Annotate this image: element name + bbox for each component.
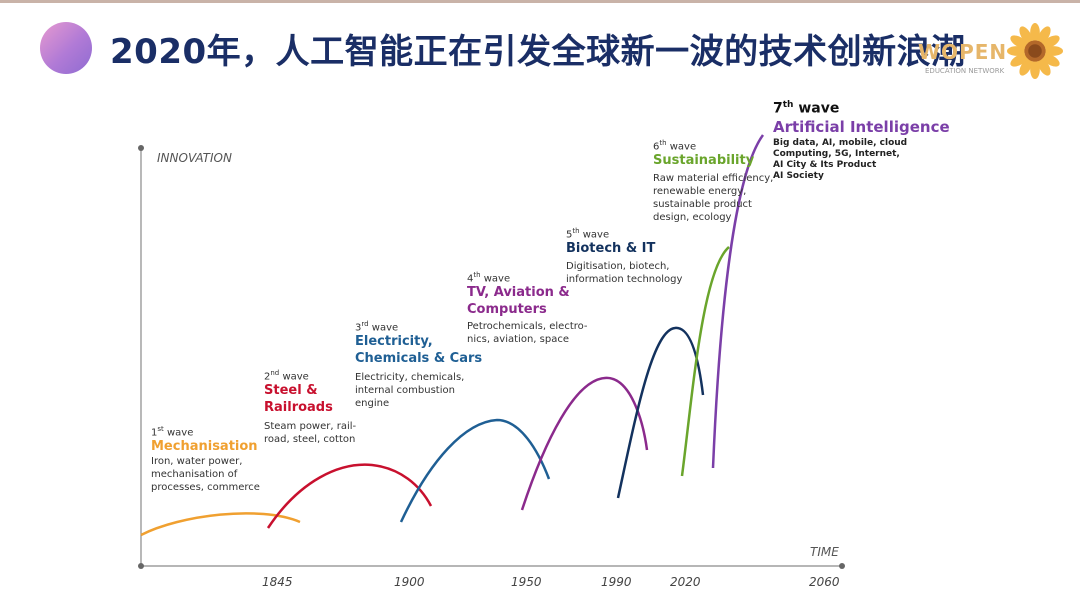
wave-block-7: 7th wave Artificial Intelligence Big dat… [773, 100, 950, 182]
wave-description: Electricity, chemicals, internal combusti… [355, 372, 465, 410]
wave-curve-4 [520, 376, 649, 511]
wave-title: Artificial Intelligence [773, 117, 950, 136]
wave-description: Iron, water power, mechanisation of proces… [151, 456, 260, 494]
wave-title: Sustainability [653, 153, 755, 169]
year-tick-label: 1845 [262, 575, 293, 589]
wave-block-1: 1st wave Mechanisation Iron, water power… [151, 425, 260, 494]
wave-curve-6 [680, 246, 730, 477]
wave-title: Mechanisation [151, 439, 258, 455]
wave-description: Big data, AI, mobile, cloud Computing, 5G… [773, 137, 908, 181]
wave-number: 3rd wave [355, 320, 399, 334]
year-tick-label: 2060 [809, 575, 840, 589]
wave-curve-7 [711, 134, 765, 469]
wave-title: TV, Aviation & Computers [467, 285, 570, 318]
wave-title: Electricity, Chemicals & Cars [355, 334, 483, 367]
year-tick-label: 1900 [394, 575, 425, 589]
year-tick-label: 2020 [670, 575, 701, 589]
wave-block-6: 6th wave Sustainability Raw material eff… [653, 139, 773, 224]
wave-curve-5 [616, 326, 705, 499]
decorative-orb-icon [40, 22, 92, 74]
wave-number: 7th wave [773, 100, 840, 117]
wave-block-2: 2nd wave Steel & Railroads Steam power, r… [264, 369, 356, 446]
wave-block-3: 3rd wave Electricity, Chemicals & Cars El… [355, 320, 482, 410]
x-axis-origin-dot [138, 563, 144, 569]
wave-description: Steam power, rail-road, steel, cotton [264, 421, 357, 446]
top-border-line [0, 0, 1080, 3]
wave-title: Steel & Railroads [264, 383, 333, 416]
logo-text: WOPEN [918, 40, 1008, 64]
wave-number: 1st wave [151, 425, 194, 439]
slide-title: 2020年，人工智能正在引发全球新一波的技术创新浪潮 [110, 32, 966, 72]
year-tick-label: 1950 [511, 575, 542, 589]
y-axis-top-dot [138, 145, 144, 151]
x-axis-end-dot [839, 563, 845, 569]
wave-description: Petrochemicals, electro-nics, aviation, … [467, 321, 588, 346]
wave-description: Digitisation, biotech, information techno… [566, 261, 683, 286]
wave-curve-1 [140, 512, 301, 537]
wave-number: 4th wave [467, 271, 511, 285]
y-axis-label: INNOVATION [157, 151, 232, 165]
wave-curve-2 [266, 463, 433, 529]
x-axis-label: TIME [810, 545, 839, 559]
wave-number: 6th wave [653, 139, 697, 153]
wave-number: 5th wave [566, 227, 610, 241]
wave-curve-3 [399, 418, 551, 523]
wave-block-5: 5th wave Biotech & IT Digitisation, biot… [566, 227, 682, 286]
wave-number: 2nd wave [264, 369, 309, 383]
sunflower-logo-icon [1006, 22, 1064, 80]
wave-title: Biotech & IT [566, 241, 656, 257]
wave-description: Raw material efficiency, renewable energy… [653, 173, 774, 224]
wave-block-4: 4th wave TV, Aviation & Computers Petroch… [467, 271, 588, 346]
logo-subtitle: EDUCATION NETWORK [925, 67, 1005, 75]
year-tick-label: 1990 [601, 575, 632, 589]
